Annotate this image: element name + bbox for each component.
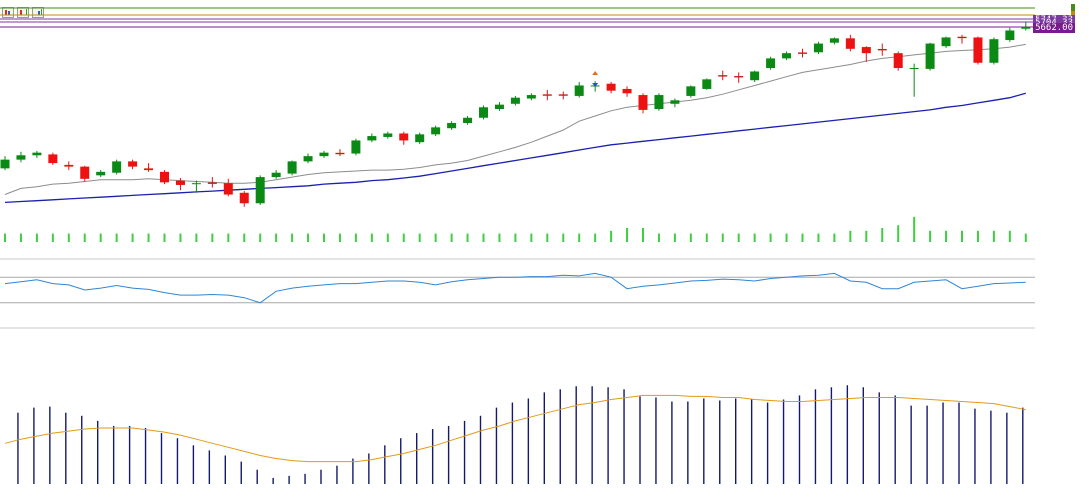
candle-down [80,166,90,179]
candle-down [48,154,58,164]
candle-up [367,136,377,141]
candle-up [463,117,473,123]
candle-up [303,156,313,162]
candle-up [526,95,536,99]
candle-up [750,71,760,81]
candle-down [893,53,903,68]
candle-up [287,161,297,174]
candle-up [32,152,42,156]
candle-up [510,97,520,104]
candle-down [223,183,233,195]
candle-up [909,68,919,69]
candle-down [861,47,871,54]
signal-arrow-up-icon [592,71,599,75]
candle-down [845,38,855,49]
candle-up [431,127,441,135]
candle-up [702,79,712,89]
candle-up [271,172,281,178]
candle-up [941,37,951,47]
oscillator-line [4,272,1026,304]
candle-up [112,161,122,173]
candle-up [670,100,680,104]
macd-signal-line [4,394,1026,463]
candle-up [0,159,10,169]
candle-up [191,183,201,185]
candle-up [351,140,361,154]
candle-down [160,171,169,183]
candle-up [479,107,488,118]
candle-up [1005,30,1015,41]
candle-down [239,192,249,204]
candle-down [64,164,74,167]
sma-slow-line [4,92,1026,204]
candle-up [447,122,457,129]
candle-down [973,37,983,63]
candle-down [399,133,409,141]
candle-up [319,152,329,157]
candle-up [16,155,26,160]
candle-up [415,134,425,143]
candle-up [654,95,664,110]
candle-up [383,133,393,137]
candle-up [782,53,792,59]
candle-up [686,86,696,96]
candle-up [829,38,839,43]
price-level-tag [1071,4,1075,14]
candle-up [96,171,106,176]
candle-down [144,168,154,171]
candle-up [766,58,776,68]
candle-up [255,177,265,204]
candle-up [1021,26,1031,29]
candle-up [925,43,935,69]
candle-up [989,39,999,63]
candle-down [606,83,616,91]
candle-down [128,161,138,167]
candle-up [494,104,504,110]
signal-arrow-down-icon [592,83,599,87]
candle-up [574,85,584,96]
candle-down [638,95,648,110]
sma-fast-line [4,43,1026,195]
candle-down [622,88,632,94]
price-level-tag: 5662.00 [1033,23,1075,33]
candle-down [175,180,185,185]
candle-up [813,43,823,53]
